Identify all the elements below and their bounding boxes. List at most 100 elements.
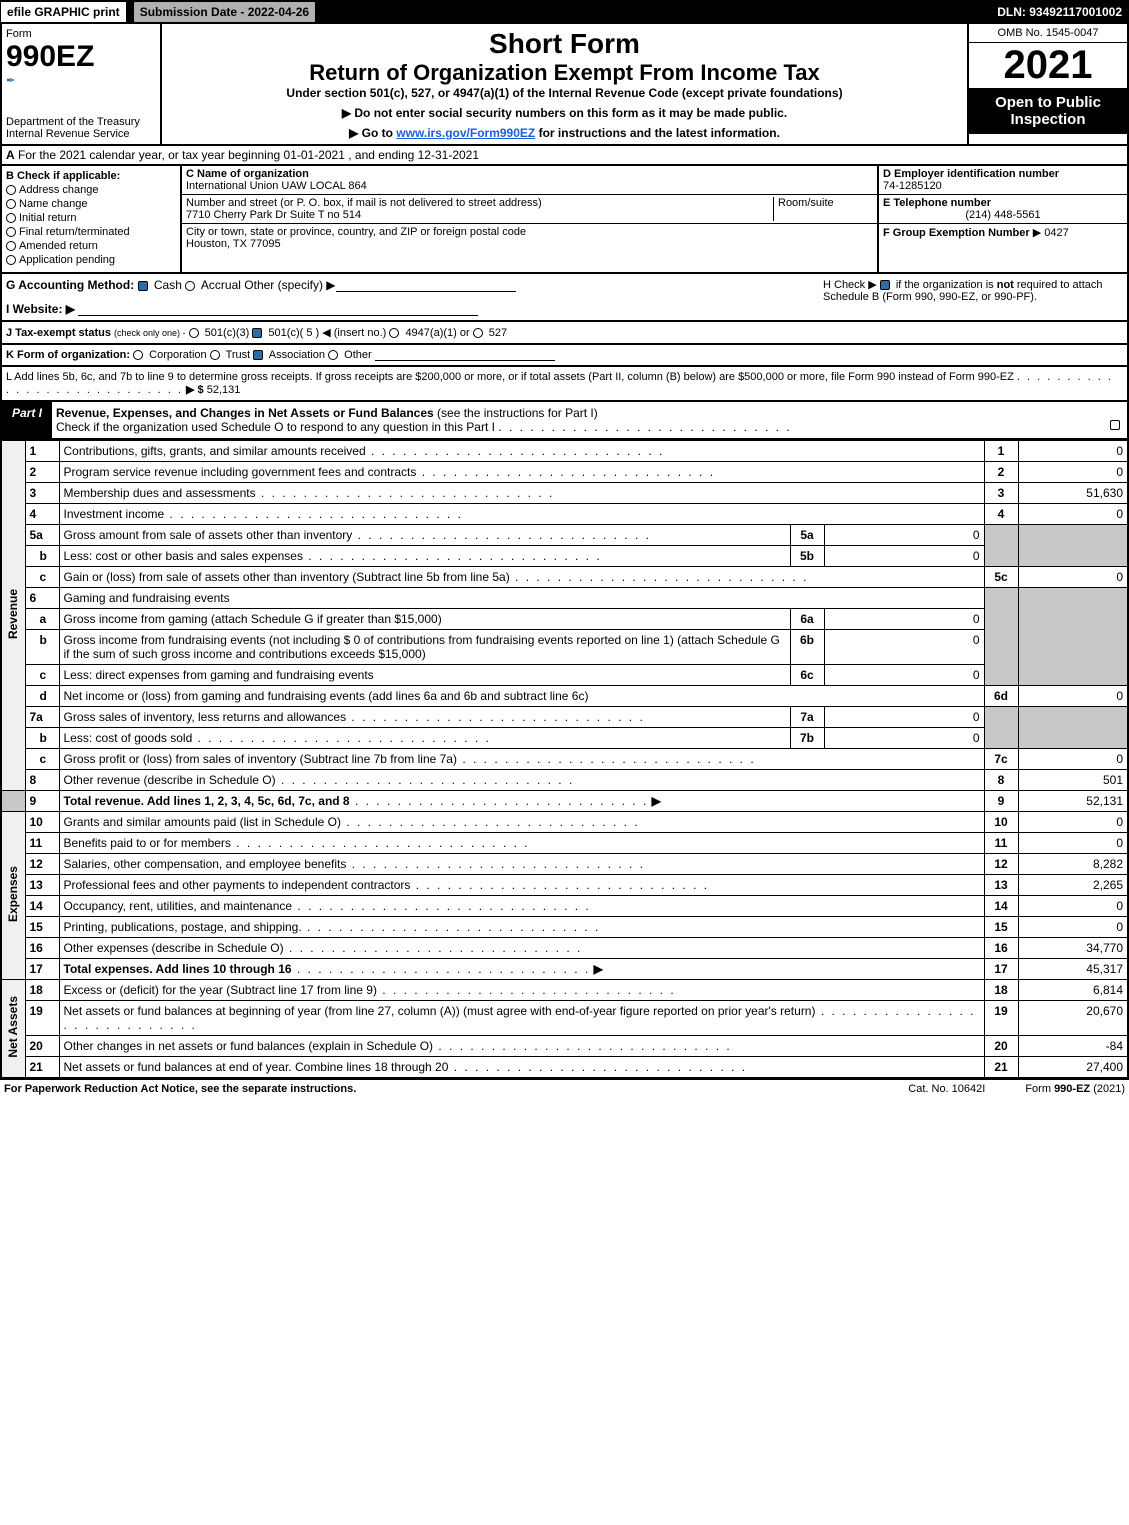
l21-v: 27,400	[1018, 1057, 1128, 1079]
l9-n: 9	[25, 791, 59, 812]
i-label: I Website: ▶	[6, 302, 75, 316]
l8-n: 8	[25, 770, 59, 791]
l17-n: 17	[25, 959, 59, 980]
l5c-n: c	[25, 567, 59, 588]
g-label: G Accounting Method:	[6, 278, 134, 292]
chk-corp[interactable]	[133, 350, 143, 360]
dept-treasury: Department of the Treasury Internal Reve…	[6, 116, 156, 140]
chk-cash[interactable]	[138, 281, 148, 291]
l20-v: -84	[1018, 1036, 1128, 1057]
l5b-mv: 0	[824, 546, 984, 567]
l-arrow: ▶ $	[186, 384, 204, 396]
l7b-mv: 0	[824, 728, 984, 749]
k-other-line[interactable]	[375, 349, 555, 361]
chk-501c3[interactable]	[189, 328, 199, 338]
row-a-letter: A	[6, 148, 15, 162]
l18-ln: 18	[984, 980, 1018, 1001]
vtab-netassets: Net Assets	[1, 980, 25, 1079]
footer-right: Form 990-EZ (2021)	[1025, 1083, 1125, 1095]
vtab-expenses: Expenses	[1, 812, 25, 980]
b-item-4: Amended return	[19, 240, 98, 252]
l5b-d: Less: cost or other basis and sales expe…	[64, 549, 303, 563]
l4-d: Investment income	[64, 507, 165, 521]
irs-link[interactable]: www.irs.gov/Form990EZ	[396, 126, 535, 140]
chk-amended[interactable]	[6, 241, 16, 251]
l1-ln: 1	[984, 441, 1018, 462]
l6b-n: b	[25, 630, 59, 665]
efile-print-label[interactable]: efile GRAPHIC print	[1, 2, 128, 22]
b-item-2: Initial return	[19, 212, 76, 224]
c-name-lab: C Name of organization	[186, 168, 309, 180]
l13-v: 2,265	[1018, 875, 1128, 896]
l7c-d: Gross profit or (loss) from sales of inv…	[64, 752, 457, 766]
l16-d: Other expenses (describe in Schedule O)	[64, 941, 284, 955]
l6a-mv: 0	[824, 609, 984, 630]
chk-initial[interactable]	[6, 213, 16, 223]
l14-ln: 14	[984, 896, 1018, 917]
j-o3: 4947(a)(1) or	[405, 327, 469, 339]
l10-ln: 10	[984, 812, 1018, 833]
j-label: J Tax-exempt status	[6, 327, 111, 339]
b-item-0: Address change	[19, 184, 99, 196]
j-sub: (check only one) -	[114, 328, 186, 338]
l3-ln: 3	[984, 483, 1018, 504]
l12-n: 12	[25, 854, 59, 875]
chk-assoc[interactable]	[253, 350, 263, 360]
website-line[interactable]	[78, 304, 478, 316]
l9-d: Total revenue. Add lines 1, 2, 3, 4, 5c,…	[64, 794, 350, 808]
l5a-box: 5a	[790, 525, 824, 546]
h-not: not	[997, 279, 1014, 291]
footer-r-b: 990-EZ	[1054, 1083, 1090, 1095]
row-l: L Add lines 5b, 6c, and 7b to line 9 to …	[0, 367, 1129, 402]
chk-other[interactable]	[328, 350, 338, 360]
topbar: efile GRAPHIC print Submission Date - 20…	[0, 0, 1129, 24]
chk-name[interactable]	[6, 199, 16, 209]
l7c-n: c	[25, 749, 59, 770]
footer-left: For Paperwork Reduction Act Notice, see …	[4, 1083, 356, 1095]
l10-d: Grants and similar amounts paid (list in…	[64, 815, 341, 829]
chk-trust[interactable]	[210, 350, 220, 360]
l7b-n: b	[25, 728, 59, 749]
chk-501c[interactable]	[252, 328, 262, 338]
l18-d: Excess or (deficit) for the year (Subtra…	[64, 983, 377, 997]
k-o1: Corporation	[149, 349, 206, 361]
l10-n: 10	[25, 812, 59, 833]
g-other-line[interactable]	[336, 280, 516, 292]
omb-number: OMB No. 1545-0047	[969, 24, 1127, 43]
l7a-n: 7a	[25, 707, 59, 728]
chk-accrual[interactable]	[185, 281, 195, 291]
chk-pending[interactable]	[6, 255, 16, 265]
chk-527[interactable]	[473, 328, 483, 338]
f-val: 0427	[1044, 227, 1068, 239]
l1-d: Contributions, gifts, grants, and simila…	[64, 444, 366, 458]
c-street-val: 7710 Cherry Park Dr Suite T no 514	[186, 209, 361, 221]
l11-ln: 11	[984, 833, 1018, 854]
chk-h[interactable]	[880, 280, 890, 290]
header-mid: Short Form Return of Organization Exempt…	[162, 24, 967, 144]
l13-n: 13	[25, 875, 59, 896]
submission-date: Submission Date - 2022-04-26	[132, 0, 317, 24]
l11-n: 11	[25, 833, 59, 854]
l7c-v: 0	[1018, 749, 1128, 770]
note-ssn: ▶ Do not enter social security numbers o…	[342, 106, 787, 120]
note-link: ▶ Go to www.irs.gov/Form990EZ for instru…	[349, 126, 780, 140]
l-text: L Add lines 5b, 6c, and 7b to line 9 to …	[6, 371, 1014, 383]
chk-4947[interactable]	[389, 328, 399, 338]
l1-n: 1	[25, 441, 59, 462]
footer: For Paperwork Reduction Act Notice, see …	[0, 1079, 1129, 1098]
l11-v: 0	[1018, 833, 1128, 854]
form-number: 990EZ	[6, 40, 156, 74]
chk-address[interactable]	[6, 185, 16, 195]
l7a-mv: 0	[824, 707, 984, 728]
g-accrual: Accrual	[201, 278, 241, 292]
l2-ln: 2	[984, 462, 1018, 483]
e-lab: E Telephone number	[883, 197, 991, 209]
l21-d: Net assets or fund balances at end of ye…	[64, 1060, 449, 1074]
l15-ln: 15	[984, 917, 1018, 938]
l12-v: 8,282	[1018, 854, 1128, 875]
chk-final[interactable]	[6, 227, 16, 237]
l6b-mv: 0	[824, 630, 984, 665]
subtitle: Under section 501(c), 527, or 4947(a)(1)…	[286, 86, 842, 100]
row-k: K Form of organization: Corporation Trus…	[0, 345, 1129, 367]
chk-part1-schedO[interactable]	[1110, 420, 1120, 430]
